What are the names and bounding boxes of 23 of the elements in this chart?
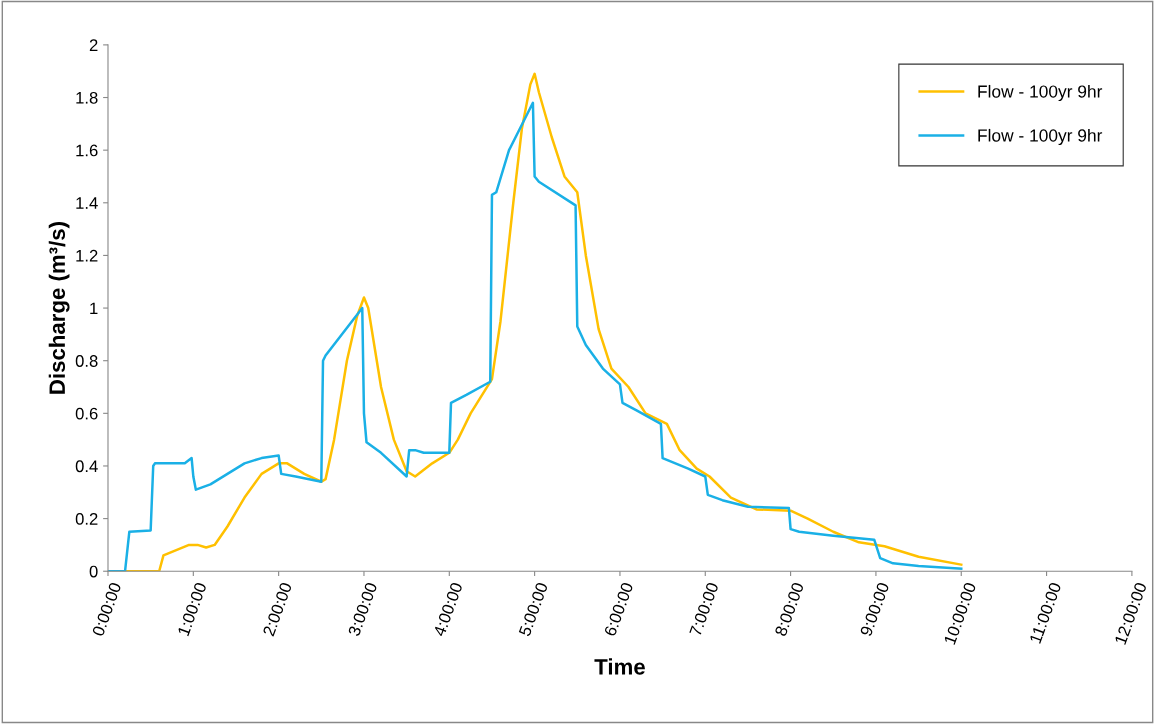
y-tick-label: 0.8 <box>75 355 98 367</box>
x-tick-label: 1:00:00 <box>177 581 207 637</box>
y-tick-label: 1.2 <box>76 249 98 262</box>
x-tick-label: 8:00:00 <box>774 581 805 637</box>
y-tick-label: 0 <box>89 565 98 578</box>
legend-label: Flow - 100yr 9hr <box>978 84 1103 102</box>
y-tick-label: 2 <box>89 39 98 51</box>
x-tick-label: 2:00:00 <box>262 581 293 637</box>
y-tick-label: 0.6 <box>75 407 98 420</box>
x-tick-label: 5:00:00 <box>518 581 549 637</box>
x-tick-label: 0:00:00 <box>91 581 122 637</box>
legend-label: Flow - 100yr 9hr <box>978 128 1103 146</box>
y-axis-title: Discharge (m³/s) <box>48 222 70 394</box>
y-tick-label: 0.2 <box>75 513 98 525</box>
y-tick-label: 1 <box>90 302 98 315</box>
x-tick-label: 6:00:00 <box>603 581 634 637</box>
x-tick-label: 3:00:00 <box>347 581 378 637</box>
y-tick-label: 0.4 <box>75 460 98 473</box>
y-tick-label: 1.4 <box>76 197 98 209</box>
x-tick-label: 4:00:00 <box>433 581 463 638</box>
y-tick-label: 1.8 <box>76 91 98 104</box>
y-tick-label: 1.6 <box>76 144 98 157</box>
x-axis-title: Time <box>594 658 645 675</box>
